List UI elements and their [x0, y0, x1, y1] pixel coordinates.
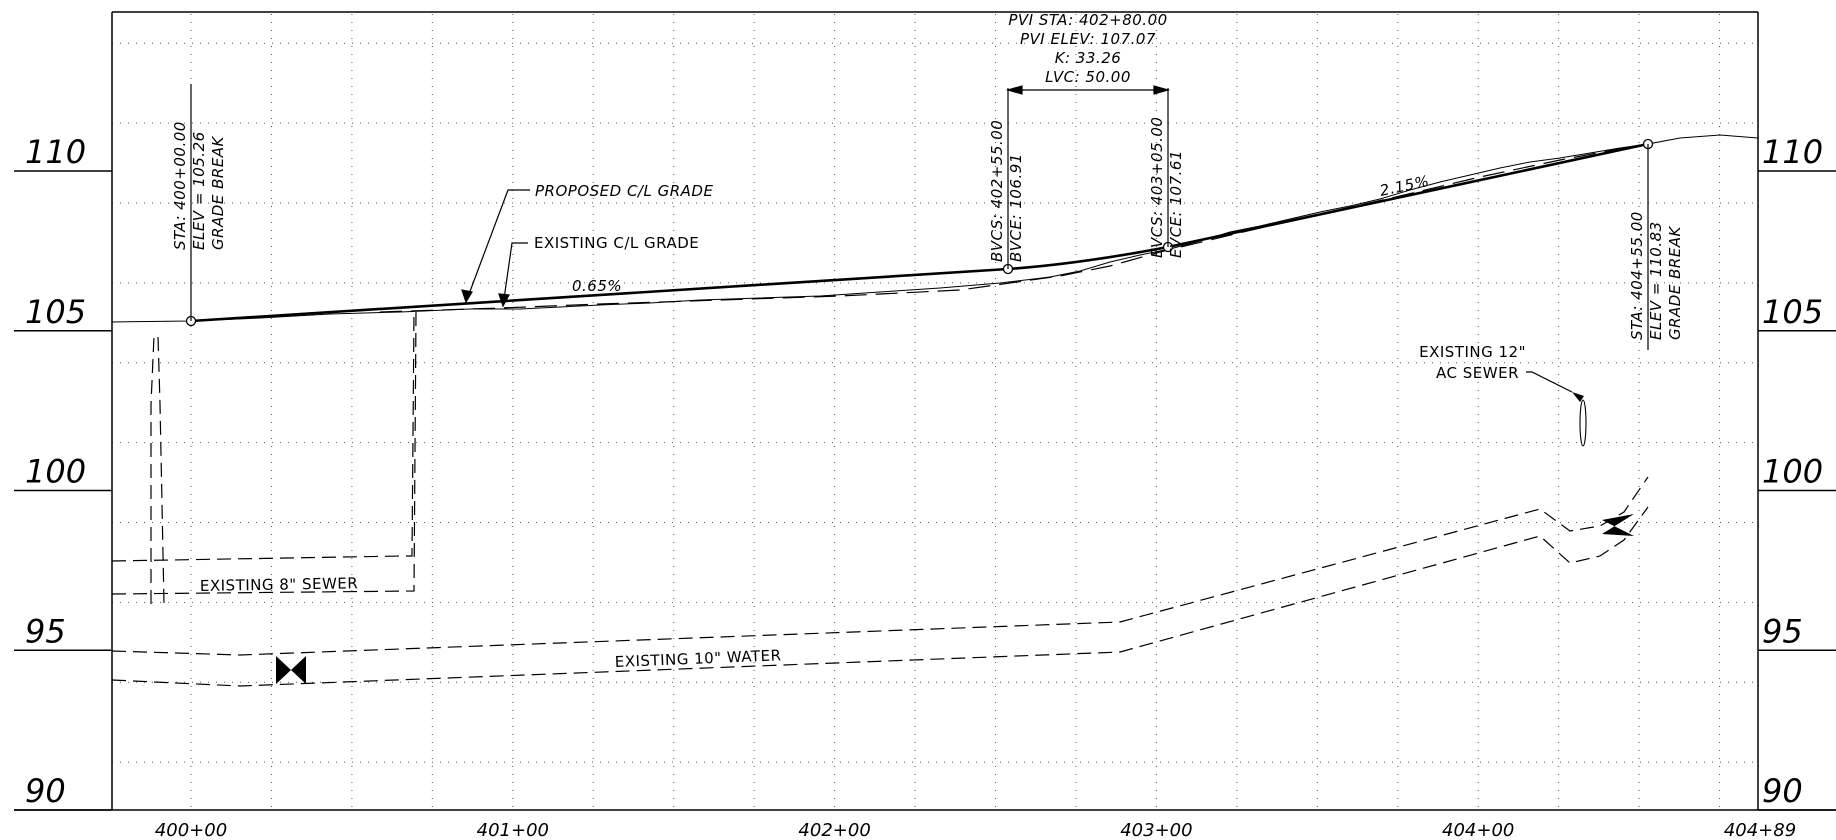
drawing-frame: [14, 11, 1836, 811]
bvcs-text: BVCS: 402+55.00: [988, 120, 1006, 262]
elevation-label: 100: [25, 453, 86, 491]
station-label: 404+00: [1442, 820, 1514, 840]
pvi-k-text: K: 33.26: [1055, 49, 1122, 67]
elevation-label: 110: [25, 133, 86, 171]
water-valve-icon-2: [1602, 514, 1634, 536]
sewer-12in-section-icon: [1572, 392, 1587, 447]
existing-grade-callout: EXISTING C/L GRADE: [534, 234, 699, 252]
leader-lines: [190, 84, 1649, 393]
grid: [112, 14, 1758, 808]
existing-10in-water: [111, 476, 1649, 687]
elevation-labels-right: 110 105 100 95 90: [1758, 133, 1836, 811]
evce-text: EVCE: 107.61: [1167, 150, 1185, 258]
pvi-elevation-text: PVI ELEV: 107.07: [1020, 30, 1156, 48]
evc-annotation: EVCS: 403+05.00 EVCE: 107.61: [1148, 117, 1185, 258]
elevation-label: 100: [1762, 453, 1823, 491]
pvi-station-text: PVI STA: 402+80.00: [1008, 11, 1167, 29]
station-label: 403+00: [1120, 820, 1192, 840]
station-label: 404+89: [1724, 820, 1796, 840]
slope-left-label: 0.65%: [572, 277, 622, 295]
gb-end-label-text: GRADE BREAK: [1666, 225, 1684, 340]
gb-end-elevation-text: ELEV = 110.83: [1647, 221, 1665, 340]
bvce-text: BVCE: 106.91: [1007, 153, 1025, 262]
station-label: 402+00: [798, 820, 870, 840]
station-label: 400+00: [155, 820, 227, 840]
existing-ground-line: [111, 134, 1759, 323]
existing-cl-grade-line: [379, 144, 1641, 313]
water-10in-callout: EXISTING 10" WATER: [614, 646, 781, 671]
control-points: [185, 138, 1654, 327]
bvc-annotation: BVCS: 402+55.00 BVCE: 106.91: [988, 120, 1025, 262]
sewer-8in-callout: EXISTING 8" SEWER: [200, 574, 359, 595]
evcs-text: EVCS: 403+05.00: [1148, 117, 1166, 258]
sewer-12in-callout-line1: EXISTING 12": [1419, 343, 1526, 361]
elevation-label: 90: [25, 772, 66, 810]
gb-start-elevation-text: ELEV = 105.26: [190, 131, 208, 250]
grade-break-end-annotation: STA: 404+55.00 ELEV = 110.83 GRADE BREAK: [1628, 211, 1684, 340]
elevation-labels-left: 110 105 100 95 90: [14, 133, 112, 811]
gb-start-label-text: GRADE BREAK: [209, 135, 227, 250]
grade-break-start-annotation: STA: 400+00.00 ELEV = 105.26 GRADE BREAK: [171, 121, 227, 250]
elevation-label: 95: [1762, 612, 1803, 650]
station-labels: 400+00 401+00 402+00 403+00 404+00 404+89: [155, 820, 1796, 840]
elevation-label: 110: [1762, 133, 1823, 171]
proposed-grade-callout: PROPOSED C/L GRADE: [535, 182, 713, 200]
elevation-label: 105: [25, 293, 86, 331]
existing-8in-sewer: [111, 311, 417, 605]
water-valve-icon: [276, 656, 306, 684]
sewer-12in-callout-line2: AC SEWER: [1436, 364, 1519, 382]
station-label: 401+00: [477, 820, 549, 840]
pvi-lvc-text: LVC: 50.00: [1045, 68, 1131, 86]
pvi-info-block: PVI STA: 402+80.00 PVI ELEV: 107.07 K: 3…: [1008, 11, 1167, 86]
proposed-cl-grade-line: [190, 142, 1649, 323]
elevation-label: 105: [1762, 293, 1823, 331]
gb-end-station-text: STA: 404+55.00: [1628, 211, 1646, 340]
gb-start-station-text: STA: 400+00.00: [171, 121, 189, 250]
elevation-label: 90: [1762, 772, 1803, 810]
elevation-label: 95: [25, 612, 66, 650]
